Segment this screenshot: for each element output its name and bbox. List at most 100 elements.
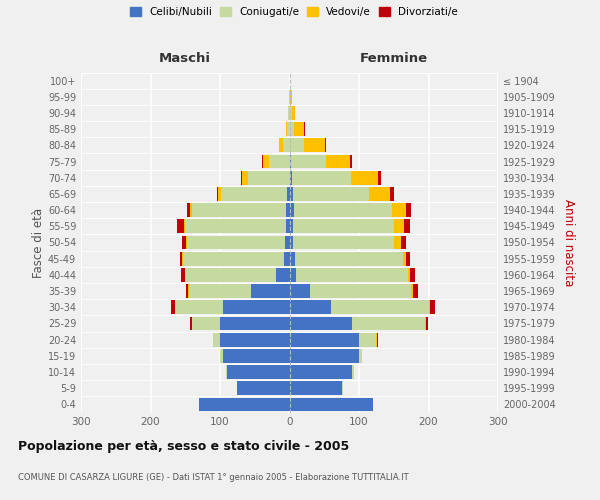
Bar [223, 349, 290, 362]
Bar [279, 138, 283, 152]
Bar [290, 252, 295, 266]
Bar [275, 268, 290, 282]
Bar [352, 365, 354, 379]
Bar [192, 203, 286, 217]
Bar [295, 252, 403, 266]
Bar [283, 138, 290, 152]
Bar [296, 268, 407, 282]
Y-axis label: Fasce di età: Fasce di età [32, 208, 45, 278]
Bar [379, 171, 381, 184]
Bar [350, 154, 352, 168]
Bar [352, 316, 425, 330]
Bar [407, 268, 410, 282]
Bar [359, 333, 376, 346]
Bar [290, 268, 296, 282]
Bar [191, 316, 192, 330]
Bar [401, 236, 406, 250]
Bar [287, 187, 290, 201]
Bar [185, 268, 275, 282]
Bar [403, 252, 406, 266]
Bar [289, 90, 290, 104]
Bar [426, 316, 428, 330]
Bar [292, 106, 295, 120]
Bar [359, 349, 362, 362]
Bar [220, 333, 290, 346]
Bar [187, 236, 284, 250]
Bar [390, 187, 394, 201]
Bar [262, 154, 263, 168]
Bar [290, 365, 352, 379]
Bar [290, 187, 293, 201]
Bar [284, 252, 290, 266]
Bar [189, 284, 251, 298]
Bar [181, 268, 185, 282]
Bar [404, 220, 410, 233]
Bar [241, 171, 242, 184]
Bar [221, 187, 287, 201]
Bar [290, 90, 292, 104]
Bar [190, 316, 191, 330]
Bar [190, 203, 192, 217]
Bar [248, 171, 290, 184]
Bar [290, 316, 352, 330]
Bar [331, 300, 428, 314]
Bar [186, 284, 188, 298]
Bar [286, 203, 290, 217]
Bar [413, 284, 418, 298]
Bar [182, 252, 183, 266]
Bar [290, 106, 292, 120]
Bar [182, 236, 186, 250]
Bar [394, 220, 404, 233]
Bar [341, 382, 343, 395]
Bar [183, 252, 284, 266]
Bar [290, 203, 295, 217]
Bar [242, 171, 248, 184]
Bar [172, 300, 175, 314]
Text: COMUNE DI CASARZA LIGURE (GE) - Dati ISTAT 1° gennaio 2005 - Elaborazione TUTTIT: COMUNE DI CASARZA LIGURE (GE) - Dati IST… [18, 473, 409, 482]
Bar [310, 284, 411, 298]
Bar [290, 284, 310, 298]
Bar [293, 236, 394, 250]
Bar [293, 220, 394, 233]
Bar [410, 268, 415, 282]
Text: Maschi: Maschi [159, 52, 211, 65]
Bar [284, 236, 290, 250]
Bar [411, 284, 413, 298]
Bar [293, 122, 304, 136]
Bar [292, 171, 350, 184]
Bar [326, 154, 350, 168]
Bar [392, 203, 406, 217]
Bar [377, 333, 378, 346]
Bar [269, 154, 290, 168]
Bar [177, 220, 184, 233]
Bar [286, 220, 290, 233]
Bar [199, 398, 290, 411]
Bar [188, 284, 189, 298]
Bar [291, 154, 326, 168]
Bar [263, 154, 269, 168]
Bar [290, 382, 341, 395]
Bar [406, 252, 410, 266]
Bar [370, 187, 390, 201]
Bar [185, 220, 286, 233]
Bar [406, 203, 411, 217]
Bar [290, 122, 293, 136]
Bar [290, 333, 359, 346]
Bar [394, 236, 401, 250]
Bar [186, 236, 187, 250]
Bar [187, 203, 190, 217]
Bar [218, 187, 221, 201]
Bar [376, 333, 377, 346]
Bar [290, 300, 331, 314]
Bar [223, 300, 290, 314]
Bar [181, 252, 182, 266]
Bar [293, 187, 370, 201]
Bar [425, 316, 426, 330]
Bar [430, 300, 436, 314]
Bar [290, 398, 373, 411]
Text: Popolazione per età, sesso e stato civile - 2005: Popolazione per età, sesso e stato civil… [18, 440, 349, 453]
Bar [226, 365, 227, 379]
Bar [238, 382, 290, 395]
Bar [213, 333, 220, 346]
Bar [295, 203, 392, 217]
